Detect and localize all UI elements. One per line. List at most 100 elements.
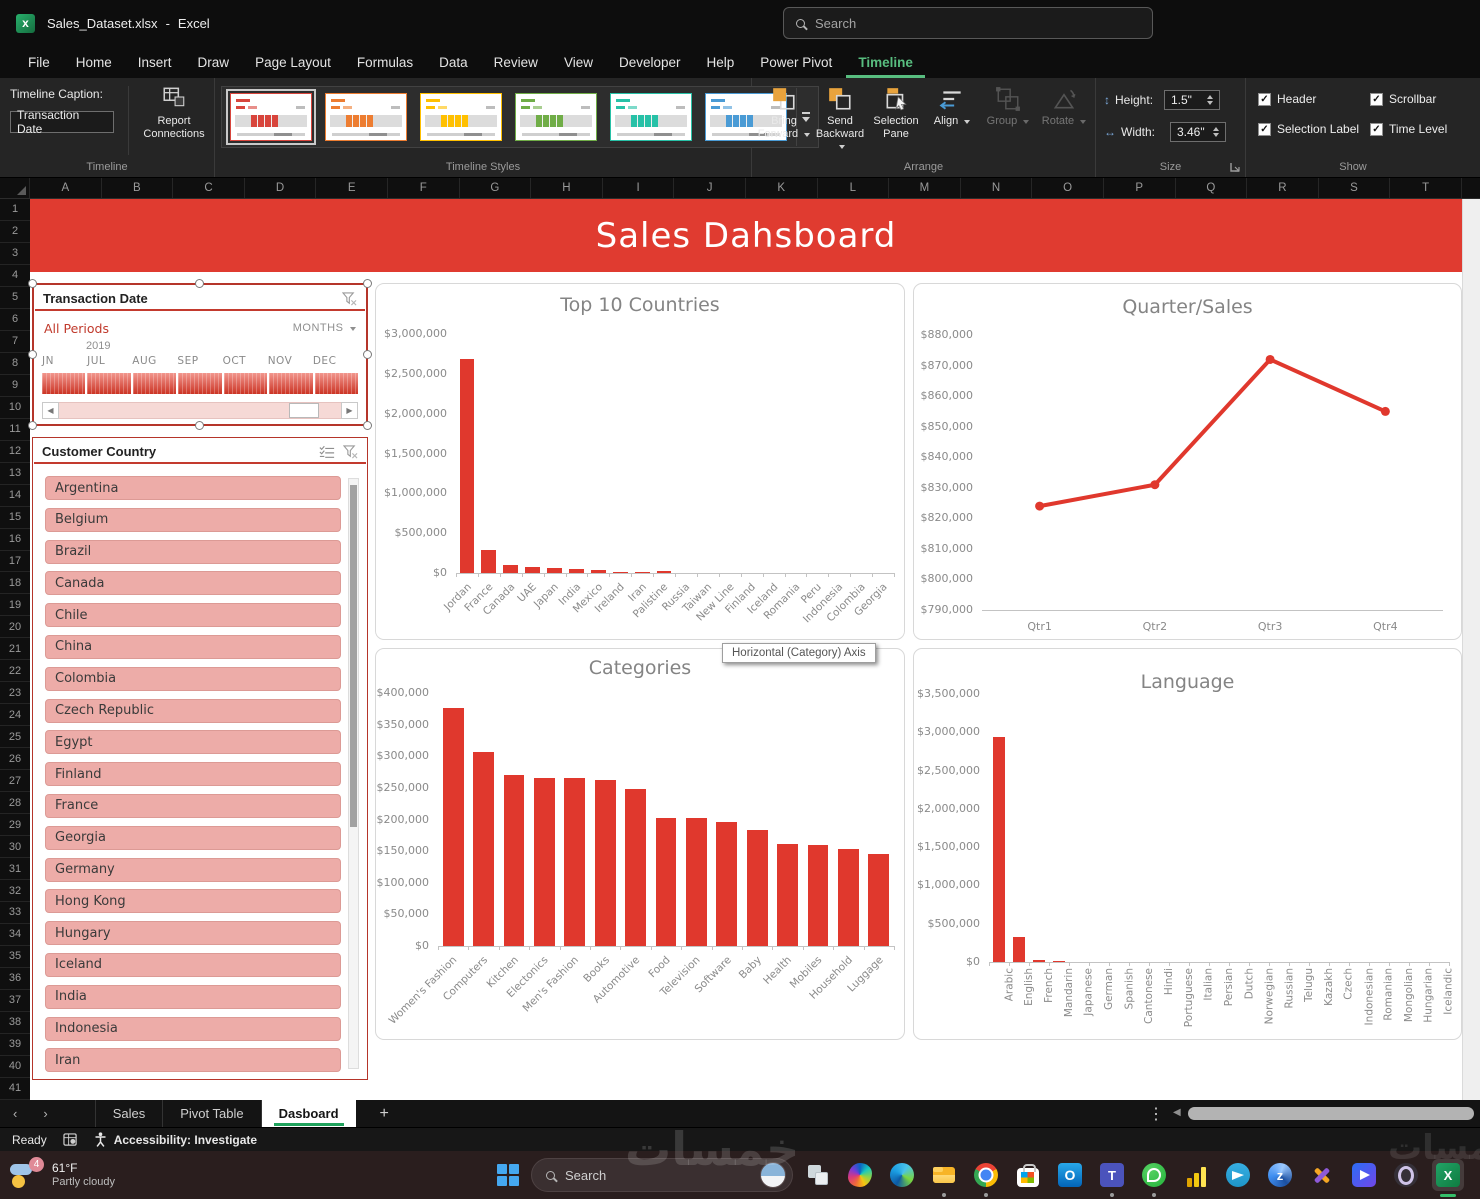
selection-handle[interactable] bbox=[363, 421, 372, 430]
tab-insert[interactable]: Insert bbox=[137, 55, 172, 70]
telegram-button[interactable] bbox=[1222, 1159, 1254, 1191]
row-header-15[interactable]: 15 bbox=[0, 507, 30, 529]
slicer-item-czech-republic[interactable]: Czech Republic bbox=[45, 698, 341, 723]
row-header-39[interactable]: 39 bbox=[0, 1034, 30, 1056]
timeline-slicer[interactable]: Transaction Date All Periods MONTHS 2019… bbox=[28, 279, 372, 430]
row-header-5[interactable]: 5 bbox=[0, 287, 30, 309]
timeline-bar-dec[interactable] bbox=[314, 373, 358, 394]
row-header-12[interactable]: 12 bbox=[0, 441, 30, 463]
row-header-28[interactable]: 28 bbox=[0, 792, 30, 815]
sheet-nav-left-icon[interactable]: ‹ bbox=[13, 1106, 18, 1121]
weather-widget[interactable]: 4 61°F Partly cloudy bbox=[10, 1157, 115, 1190]
copilot-button[interactable] bbox=[844, 1159, 876, 1191]
width-input[interactable]: 3.46" bbox=[1170, 122, 1226, 142]
row-header-2[interactable]: 2 bbox=[0, 221, 30, 243]
country-slicer[interactable]: Customer Country Argentina Belgium Brazil C… bbox=[32, 437, 368, 1080]
slicer-item-france[interactable]: France bbox=[45, 793, 341, 818]
row-header-27[interactable]: 27 bbox=[0, 770, 30, 793]
column-header-q[interactable]: Q bbox=[1176, 178, 1248, 198]
row-header-31[interactable]: 31 bbox=[0, 858, 30, 881]
tab-view[interactable]: View bbox=[563, 55, 593, 70]
row-header-16[interactable]: 16 bbox=[0, 529, 30, 551]
row-header-19[interactable]: 19 bbox=[0, 594, 30, 617]
taskbar-search-box[interactable]: Search bbox=[531, 1158, 793, 1192]
row-header-33[interactable]: 33 bbox=[0, 902, 30, 924]
column-header-g[interactable]: G bbox=[460, 178, 532, 198]
scroll-right-icon[interactable]: ▶ bbox=[341, 402, 358, 419]
slicer-item-colombia[interactable]: Colombia bbox=[45, 666, 341, 691]
slicer-item-hungary[interactable]: Hungary bbox=[45, 921, 341, 946]
power-bi-button[interactable] bbox=[1180, 1159, 1212, 1191]
timeline-bar-nov[interactable] bbox=[269, 373, 313, 394]
column-header-l[interactable]: L bbox=[818, 178, 890, 198]
timeline-bar-sep[interactable] bbox=[178, 373, 222, 394]
timeline-bar-aug[interactable] bbox=[132, 373, 177, 394]
slicer-item-germany[interactable]: Germany bbox=[45, 857, 341, 882]
clear-filter-icon[interactable] bbox=[342, 291, 357, 306]
outlook-button[interactable]: O bbox=[1054, 1159, 1086, 1191]
edge-button[interactable] bbox=[886, 1159, 918, 1191]
timeline-bar-oct[interactable] bbox=[223, 373, 268, 394]
tab-draw[interactable]: Draw bbox=[197, 55, 230, 70]
column-header-m[interactable]: M bbox=[889, 178, 961, 198]
tab-timeline[interactable]: Timeline bbox=[846, 49, 925, 78]
row-header-41[interactable]: 41 bbox=[0, 1078, 30, 1100]
row-header-21[interactable]: 21 bbox=[0, 638, 30, 661]
selection-handle[interactable] bbox=[195, 279, 204, 288]
timeline-scrollbar[interactable]: ◀ ▶ bbox=[42, 402, 358, 419]
column-header-s[interactable]: S bbox=[1319, 178, 1391, 198]
row-header-14[interactable]: 14 bbox=[0, 485, 30, 507]
country-scrollbar[interactable] bbox=[348, 478, 359, 1069]
chrome-button[interactable] bbox=[970, 1159, 1002, 1197]
chart-quarter-sales[interactable]: Quarter/Sales $790,000 $800,000 $810,000 $8… bbox=[913, 283, 1462, 640]
bring-forward-button[interactable]: Bring Forward bbox=[756, 78, 812, 153]
sheet-tab-pivot-table[interactable]: Pivot Table bbox=[163, 1100, 262, 1127]
height-spinner[interactable] bbox=[1207, 95, 1213, 105]
selection-handle[interactable] bbox=[28, 349, 37, 359]
tab-help[interactable]: Help bbox=[706, 55, 735, 70]
scroll-left-icon[interactable]: ◀ bbox=[42, 402, 59, 419]
add-sheet-button[interactable]: + bbox=[379, 1104, 389, 1122]
slicer-item-belgium[interactable]: Belgium bbox=[45, 507, 341, 532]
row-header-40[interactable]: 40 bbox=[0, 1056, 30, 1078]
row-header-32[interactable]: 32 bbox=[0, 880, 30, 902]
timeline-style-teal[interactable] bbox=[606, 89, 696, 145]
row-header-26[interactable]: 26 bbox=[0, 748, 30, 771]
row-header-17[interactable]: 17 bbox=[0, 551, 30, 573]
row-header-35[interactable]: 35 bbox=[0, 946, 30, 968]
selection-handle[interactable] bbox=[195, 421, 204, 430]
clear-filter-icon[interactable] bbox=[343, 444, 358, 459]
tab-file[interactable]: File bbox=[28, 55, 50, 70]
slicer-item-georgia[interactable]: Georgia bbox=[45, 825, 341, 850]
sheet-nav-right-icon[interactable]: › bbox=[43, 1106, 48, 1121]
tab-overflow-menu-icon[interactable]: ⋮ bbox=[1148, 1105, 1165, 1123]
chart-top-10-countries[interactable]: Top 10 Countries $0 $500,000 $1,000,000 $1,… bbox=[375, 283, 905, 640]
timeline-style-red[interactable] bbox=[226, 89, 316, 145]
tab-power-pivot[interactable]: Power Pivot bbox=[760, 55, 833, 70]
macro-record-icon[interactable] bbox=[63, 1132, 78, 1147]
slicer-item-chile[interactable]: Chile bbox=[45, 603, 341, 628]
row-header-38[interactable]: 38 bbox=[0, 1012, 30, 1034]
scrollbar-thumb[interactable] bbox=[350, 485, 357, 827]
send-backward-button[interactable]: Send Backward bbox=[812, 78, 868, 153]
report-connections-button[interactable]: Report Connections bbox=[136, 84, 212, 141]
excel-button[interactable]: X bbox=[1432, 1159, 1464, 1191]
timeline-style-yellow[interactable] bbox=[416, 89, 506, 145]
height-input[interactable]: 1.5" bbox=[1164, 90, 1220, 110]
column-header-t[interactable]: T bbox=[1390, 178, 1462, 198]
row-header-20[interactable]: 20 bbox=[0, 616, 30, 639]
row-header-1[interactable]: 1 bbox=[0, 199, 30, 221]
checkbox-selection-label[interactable]: ✓ Selection Label bbox=[1258, 122, 1366, 136]
timeline-bar-jn[interactable] bbox=[42, 373, 86, 394]
timeline-selection-bars[interactable] bbox=[42, 373, 358, 394]
hscroll-left-icon[interactable]: ◀ bbox=[1173, 1107, 1181, 1118]
column-header-i[interactable]: I bbox=[603, 178, 675, 198]
timeline-caption-input[interactable]: Transaction Date bbox=[10, 108, 114, 136]
width-spinner[interactable] bbox=[1213, 127, 1219, 137]
slicer-item-china[interactable]: China bbox=[45, 634, 341, 659]
column-header-j[interactable]: J bbox=[674, 178, 746, 198]
slicer-item-egypt[interactable]: Egypt bbox=[45, 730, 341, 755]
column-header-a[interactable]: A bbox=[30, 178, 102, 198]
checkbox-header[interactable]: ✓ Header bbox=[1258, 92, 1366, 106]
column-header-n[interactable]: N bbox=[961, 178, 1033, 198]
